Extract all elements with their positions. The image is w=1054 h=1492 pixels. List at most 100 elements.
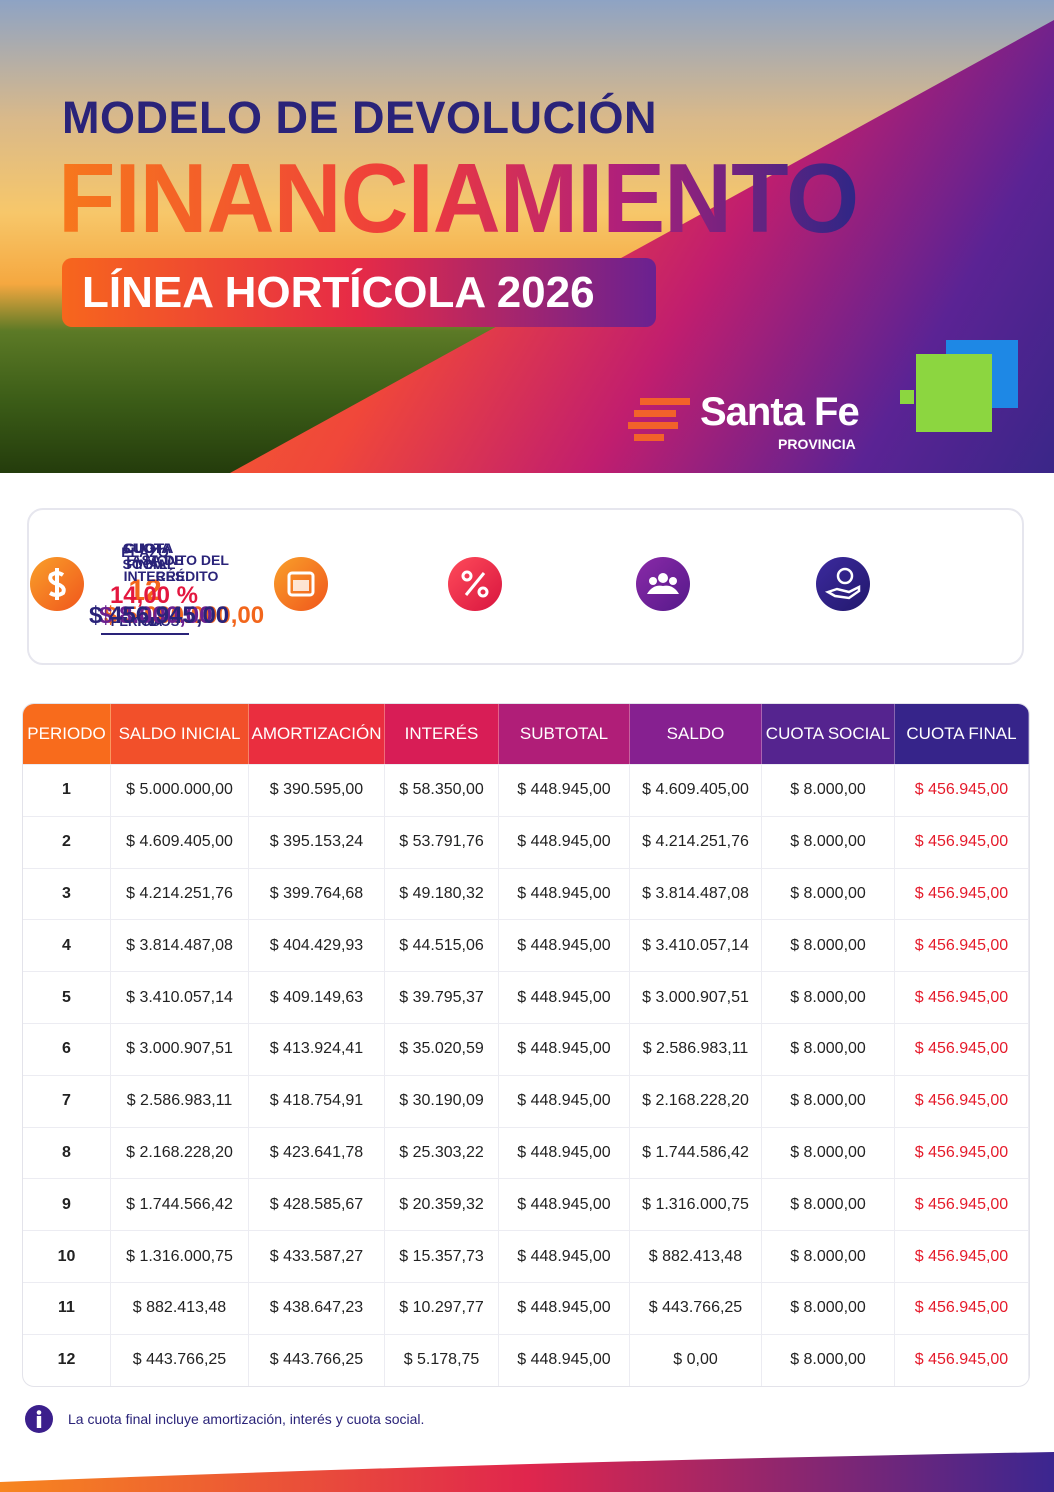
logo-subtitle: PROVINCIA (778, 436, 856, 452)
table-cell: $ 20.359,32 (385, 1178, 499, 1231)
table-cell: $ 49.180,32 (385, 867, 499, 920)
table-cell: $ 8.000,00 (762, 1074, 895, 1127)
table-cell: $ 448.945,00 (499, 1178, 630, 1231)
table-cell: $ 448.945,00 (499, 1230, 630, 1282)
table-cell: $ 882.413,48 (630, 1230, 762, 1282)
table-cell: $ 456.945,00 (895, 1126, 1029, 1179)
table-cell: $ 448.945,00 (499, 1333, 630, 1386)
table-cell: 11 (23, 1281, 111, 1334)
table-cell: $ 456.945,00 (895, 919, 1029, 972)
table-row: 11 $ 882.413,48 $ 438.647,23 $ 10.297,77 $ 4… (23, 1281, 1029, 1334)
table-cell: $ 443.766,25 (249, 1333, 385, 1386)
bottom-wave (0, 1452, 1054, 1492)
table-cell: $ 443.766,25 (630, 1281, 762, 1334)
column-header: CUOTA SOCIAL (762, 704, 895, 764)
table-cell: $ 404.429,93 (249, 919, 385, 972)
table-cell: $ 3.410.057,14 (630, 919, 762, 972)
table-cell: $ 4.214.251,76 (630, 815, 762, 868)
table-cell: $ 448.945,00 (499, 815, 630, 868)
column-header: SUBTOTAL (499, 704, 630, 764)
table-cell: $ 448.945,00 (499, 867, 630, 920)
logo-name: Santa Fe (700, 390, 860, 434)
summary-icon (636, 557, 690, 611)
table-cell: $ 456.945,00 (895, 1230, 1029, 1282)
table-cell: $ 3.814.487,08 (630, 867, 762, 920)
summary-value: $ 456.945,00 (89, 602, 230, 629)
column-header: AMORTIZACIÓN (249, 704, 385, 764)
table-cell: $ 443.766,25 (111, 1333, 249, 1386)
summary-item: CUOTA SOCIAL $ 8.000,00 (99, 540, 815, 629)
table-row: 12 $ 443.766,25 $ 443.766,25 $ 5.178,75 $ 44… (23, 1333, 1029, 1386)
table-cell: $ 3.410.057,14 (111, 971, 249, 1023)
table-cell: $ 2.586.983,11 (630, 1022, 762, 1075)
table-cell: $ 30.190,09 (385, 1074, 499, 1127)
column-header: PERIODO (23, 704, 111, 764)
table-cell: $ 4.609.405,00 (111, 815, 249, 868)
table-row: 8 $ 2.168.228,20 $ 423.641,78 $ 25.303,22 $ … (23, 1126, 1029, 1179)
summary-unit: TNA (109, 614, 189, 635)
table-cell: $ 8.000,00 (762, 919, 895, 972)
table-cell: $ 4.214.251,76 (111, 867, 249, 920)
table-row: 4 $ 3.814.487,08 $ 404.429,93 $ 44.515,06 $ … (23, 919, 1029, 972)
table-cell: $ 2.586.983,11 (111, 1074, 249, 1127)
summary-icon (274, 557, 328, 611)
summary-icon (448, 557, 502, 611)
summary-item: MONTO DEL CRÉDITO $ 5.000.000,00 (29, 552, 273, 629)
green-logo (900, 340, 1018, 432)
table-cell: $ 8.000,00 (762, 1022, 895, 1075)
table-cell: 5 (23, 971, 111, 1023)
table-cell: $ 8.000,00 (762, 764, 895, 816)
summary-item: CUOTA FINAL $ 456.945,00 (89, 540, 1022, 629)
table-cell: $ 418.754,91 (249, 1074, 385, 1127)
table-cell: $ 8.000,00 (762, 1178, 895, 1231)
table-cell: $ 395.153,24 (249, 815, 385, 868)
table-cell: $ 448.945,00 (499, 764, 630, 816)
table-cell: $ 58.350,00 (385, 764, 499, 816)
table-cell: $ 2.168.228,20 (111, 1126, 249, 1179)
table-cell: $ 35.020,59 (385, 1022, 499, 1075)
table-cell: $ 456.945,00 (895, 867, 1029, 920)
table-cell: $ 8.000,00 (762, 1333, 895, 1386)
table-cell: $ 448.945,00 (499, 1126, 630, 1179)
summary-label: CUOTA SOCIAL (122, 540, 176, 572)
table-cell: $ 39.795,37 (385, 971, 499, 1023)
table-cell: 12 (23, 1333, 111, 1386)
summary-label: PLAZO (121, 544, 169, 560)
table-cell: $ 456.945,00 (895, 971, 1029, 1023)
table-cell: $ 413.924,41 (249, 1022, 385, 1075)
table-cell: 9 (23, 1178, 111, 1231)
table-cell: $ 8.000,00 (762, 971, 895, 1023)
table-cell: $ 2.168.228,20 (630, 1074, 762, 1127)
table-cell: $ 456.945,00 (895, 764, 1029, 816)
table-cell: $ 456.945,00 (895, 1281, 1029, 1334)
table-cell: $ 456.945,00 (895, 1022, 1029, 1075)
table-cell: $ 3.814.487,08 (111, 919, 249, 972)
summary-value: 14,00 % (109, 582, 199, 609)
table-cell: $ 448.945,00 (499, 1074, 630, 1127)
table-cell: $ 456.945,00 (895, 1333, 1029, 1386)
table-cell: $ 10.297,77 (385, 1281, 499, 1334)
table-row: 5 $ 3.410.057,14 $ 409.149,63 $ 39.795,37 $ … (23, 971, 1029, 1023)
column-header: INTERÉS (385, 704, 499, 764)
table-cell: 4 (23, 919, 111, 972)
table-cell: 3 (23, 867, 111, 920)
table-cell: $ 3.000.907,51 (630, 971, 762, 1023)
title-line2: FINANCIAMIENTO (58, 143, 859, 253)
column-header: SALDO (630, 704, 762, 764)
table-cell: $ 3.000.907,51 (111, 1022, 249, 1075)
footer-note: La cuota final incluye amortización, int… (68, 1411, 425, 1427)
table-cell: $ 390.595,00 (249, 764, 385, 816)
table-cell: $ 433.587,27 (249, 1230, 385, 1282)
badge: LÍNEA HORTÍCOLA 2026 (62, 258, 656, 327)
table-cell: $ 44.515,06 (385, 919, 499, 972)
table-cell: 10 (23, 1230, 111, 1282)
table-cell: $ 448.945,00 (499, 1281, 630, 1334)
table-cell: $ 4.609.405,00 (630, 764, 762, 816)
table-cell: $ 25.303,22 (385, 1126, 499, 1179)
summary-value: $ 5.000.000,00 (103, 602, 265, 629)
table-row: 10 $ 1.316.000,75 $ 433.587,27 $ 15.357,73 $… (23, 1230, 1029, 1282)
table-cell: $ 8.000,00 (762, 1126, 895, 1179)
table-cell: 8 (23, 1126, 111, 1179)
column-header: CUOTA FINAL (895, 704, 1029, 764)
